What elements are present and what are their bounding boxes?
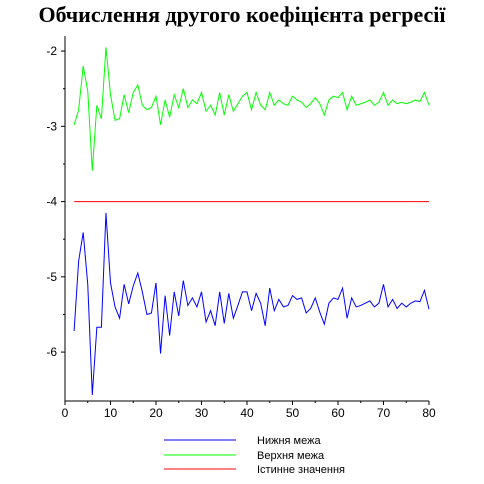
legend-label: Верхня межа xyxy=(257,450,325,462)
y-tick-label: -3 xyxy=(46,119,57,133)
x-tick-label: 0 xyxy=(62,406,69,420)
legend: Нижня межа Верхня межа Істинне значення xyxy=(164,435,345,476)
series-line-0 xyxy=(73,212,430,396)
y-tick-label: -5 xyxy=(46,270,57,284)
y-tick-label: -6 xyxy=(46,345,57,359)
x-tick-label: 40 xyxy=(240,406,254,420)
x-tick-label: 80 xyxy=(422,406,436,420)
x-tick-label: 50 xyxy=(286,406,300,420)
plot-area xyxy=(73,47,430,396)
legend-label: Нижня межа xyxy=(257,435,321,447)
y-tick-label: -4 xyxy=(46,195,57,209)
x-tick-label: 70 xyxy=(377,406,391,420)
series-line-1 xyxy=(73,47,430,171)
y-tick-label: -2 xyxy=(46,44,57,58)
x-tick-label: 30 xyxy=(195,406,209,420)
x-tick-label: 10 xyxy=(104,406,118,420)
x-tick-label: 20 xyxy=(149,406,163,420)
x-tick-label: 60 xyxy=(331,406,345,420)
axis-ticks: 0 10 20 30 40 50 60 70 80 -6 -5 -4 -3 -2 xyxy=(46,44,436,420)
chart-title: Обчислення другого коефіцієнта регресії xyxy=(38,2,446,27)
legend-label: Істинне значення xyxy=(257,464,345,476)
